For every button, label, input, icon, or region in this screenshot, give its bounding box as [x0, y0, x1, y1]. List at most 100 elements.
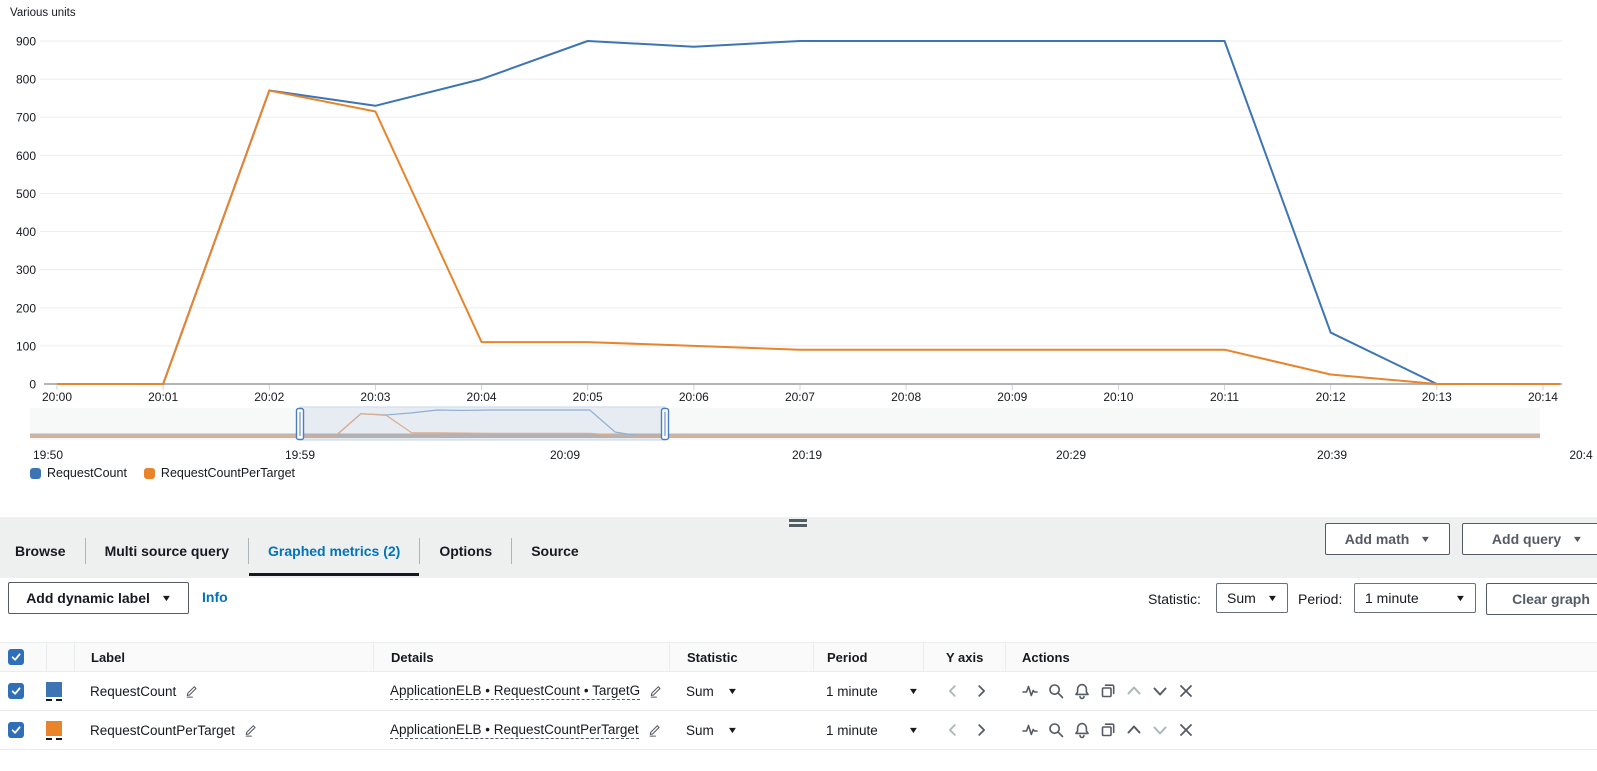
brush-selection[interactable] — [299, 406, 666, 441]
edit-details-icon[interactable] — [648, 723, 662, 737]
svg-text:20:07: 20:07 — [785, 390, 815, 404]
add-dynamic-label-button[interactable]: Add dynamic label ▼ — [8, 582, 189, 614]
chevron-down-icon: ▼ — [1454, 592, 1467, 603]
row-statistic-dropdown[interactable]: Sum ▼ — [686, 683, 739, 699]
svg-text:20:09: 20:09 — [997, 390, 1027, 404]
svg-text:20:04: 20:04 — [467, 390, 497, 404]
timeline-label: 20:39 — [1317, 448, 1347, 462]
search-icon[interactable] — [1047, 682, 1065, 700]
duplicate-icon[interactable] — [1099, 682, 1117, 700]
legend-item[interactable]: RequestCount — [30, 466, 127, 480]
pulse-icon[interactable] — [1021, 721, 1039, 739]
yaxis-right-icon[interactable] — [973, 722, 989, 738]
row-period-dropdown[interactable]: 1 minute ▼ — [826, 683, 920, 699]
row-checkbox[interactable] — [8, 722, 24, 738]
duplicate-icon[interactable] — [1099, 721, 1117, 739]
add-query-button[interactable]: Add query ▼ — [1462, 523, 1597, 555]
tab-graphed-metrics-2[interactable]: Graphed metrics (2) — [249, 525, 420, 577]
tab-multi-source-query[interactable]: Multi source query — [104, 543, 230, 559]
add-math-button[interactable]: Add math ▼ — [1325, 523, 1450, 555]
timeline-label: 19:50 — [33, 448, 63, 462]
yaxis-left-icon[interactable] — [945, 722, 961, 738]
tab-bar: Browse Multi source query Graphed metrics … — [0, 525, 598, 577]
period-select[interactable]: 1 minute ▼ — [1354, 583, 1476, 613]
tab-browse[interactable]: Browse — [15, 543, 66, 559]
svg-text:300: 300 — [16, 263, 36, 277]
column-header-details: Details — [373, 643, 669, 671]
svg-text:20:05: 20:05 — [573, 390, 603, 404]
series-color-swatch[interactable] — [46, 681, 62, 701]
svg-text:600: 600 — [16, 149, 36, 163]
clear-graph-button[interactable]: Clear graph — [1486, 583, 1597, 615]
info-link[interactable]: Info — [202, 589, 228, 605]
svg-text:20:02: 20:02 — [254, 390, 284, 404]
timeline-label: 19:59 — [285, 448, 315, 462]
legend-item[interactable]: RequestCountPerTarget — [143, 466, 295, 480]
metric-details-link[interactable]: ApplicationELB • RequestCount • TargetG — [390, 682, 640, 700]
tab-source[interactable]: Source — [531, 543, 579, 559]
lower-panel: Browse Multi source query Graphed metrics … — [0, 517, 1597, 579]
series-line-RequestCountPerTarget — [57, 89, 1560, 385]
tab-separator — [419, 538, 421, 564]
move-down-icon[interactable] — [1151, 721, 1169, 739]
move-down-icon[interactable] — [1151, 682, 1169, 700]
svg-text:400: 400 — [16, 225, 36, 239]
y-axis: 0 100 200 300 400 500 600 700 800 900 — [16, 35, 1562, 392]
pulse-icon[interactable] — [1021, 682, 1039, 700]
row-statistic-dropdown[interactable]: Sum ▼ — [686, 722, 739, 738]
yaxis-left-icon[interactable] — [945, 683, 961, 699]
mini-series-line-RequestCountPerTarget — [30, 413, 1540, 437]
timeline-brush[interactable]: 19:50 19:59 20:09 20:19 20:29 20:39 20:4 — [30, 406, 1593, 462]
svg-text:20:00: 20:00 — [42, 390, 72, 404]
graphed-metrics-table: Label Details Statistic Period Y axis Ac… — [0, 642, 1597, 750]
svg-text:20:13: 20:13 — [1422, 390, 1452, 404]
yaxis-right-icon[interactable] — [973, 683, 989, 699]
edit-label-icon[interactable] — [185, 684, 199, 698]
legend-label: RequestCount — [47, 466, 127, 480]
series-line-RequestCount — [57, 40, 1560, 385]
remove-icon[interactable] — [1177, 682, 1195, 700]
svg-text:20:03: 20:03 — [360, 390, 390, 404]
tab-separator — [248, 538, 250, 564]
chevron-down-icon: ▼ — [160, 592, 173, 603]
alarm-bell-icon[interactable] — [1073, 721, 1091, 739]
row-period-dropdown[interactable]: 1 minute ▼ — [826, 722, 920, 738]
svg-text:100: 100 — [16, 339, 36, 353]
x-axis: 20:00 20:01 20:02 20:03 20:04 20:05 20:06 20:07… — [42, 385, 1558, 404]
move-up-icon[interactable] — [1125, 721, 1143, 739]
metric-label: RequestCount — [90, 683, 177, 699]
svg-text:700: 700 — [16, 111, 36, 125]
metric-table-row: RequestCount ApplicationELB • RequestCou… — [0, 672, 1597, 711]
svg-text:20:08: 20:08 — [891, 390, 921, 404]
panel-resize-handle[interactable] — [789, 519, 807, 529]
legend-color-dot — [143, 467, 155, 479]
chevron-down-icon: ▼ — [1266, 592, 1279, 603]
remove-icon[interactable] — [1177, 721, 1195, 739]
search-icon[interactable] — [1047, 721, 1065, 739]
edit-label-icon[interactable] — [244, 723, 258, 737]
edit-details-icon[interactable] — [649, 684, 663, 698]
svg-text:0: 0 — [29, 378, 36, 392]
metric-table-row: RequestCountPerTarget ApplicationELB • R… — [0, 711, 1597, 750]
svg-text:20:12: 20:12 — [1316, 390, 1346, 404]
series-color-swatch[interactable] — [46, 720, 62, 740]
graph-controls-row: Add dynamic label ▼ Info Statistic: Sum ▼ … — [0, 578, 1597, 642]
column-header-statistic: Statistic — [669, 643, 813, 671]
timeline-label: 20:09 — [550, 448, 580, 462]
move-up-icon[interactable] — [1125, 682, 1143, 700]
table-header-row: Label Details Statistic Period Y axis Ac… — [0, 642, 1597, 672]
svg-text:20:10: 20:10 — [1103, 390, 1133, 404]
legend-color-dot — [30, 467, 41, 479]
statistic-label: Statistic: — [1148, 591, 1201, 607]
period-label: Period: — [1298, 591, 1343, 607]
row-checkbox[interactable] — [8, 683, 24, 699]
select-all-checkbox[interactable] — [8, 649, 24, 665]
alarm-bell-icon[interactable] — [1073, 682, 1091, 700]
statistic-select[interactable]: Sum ▼ — [1216, 583, 1288, 613]
svg-text:20:06: 20:06 — [679, 390, 709, 404]
svg-text:200: 200 — [16, 301, 36, 315]
tab-options[interactable]: Options — [439, 543, 493, 559]
metric-details-link[interactable]: ApplicationELB • RequestCountPerTarget — [390, 721, 639, 739]
